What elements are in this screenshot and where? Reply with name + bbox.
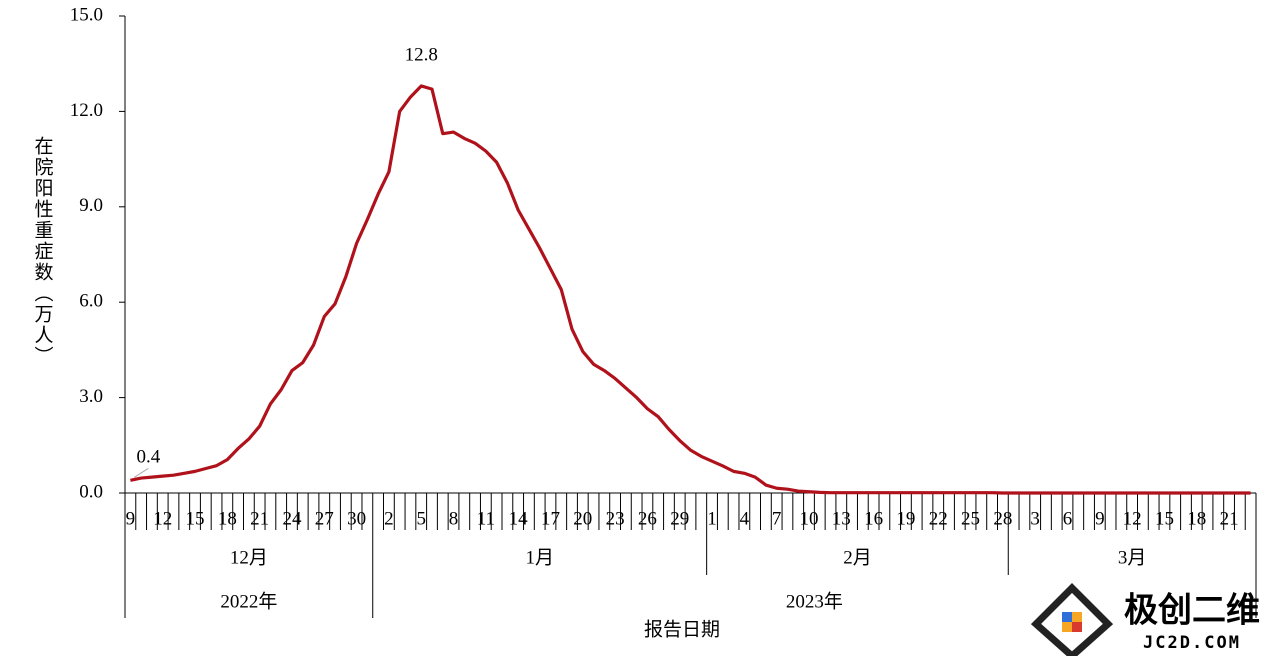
- month-label: 2月: [843, 547, 872, 568]
- x-tick-label: 15: [1155, 508, 1174, 529]
- x-tick-label: 5: [416, 508, 426, 529]
- x-tick-label: 21: [1220, 508, 1239, 529]
- watermark-cube: [1062, 612, 1072, 622]
- x-tick-label: 1: [707, 508, 717, 529]
- label-leader: [134, 467, 149, 478]
- x-tick-label: 8: [449, 508, 459, 529]
- x-tick-label: 9: [1095, 508, 1105, 529]
- x-tick-label: 21: [250, 508, 269, 529]
- x-tick-label: 13: [832, 508, 851, 529]
- x-tick-label: 4: [740, 508, 750, 529]
- watermark: 极创二维 JC2D.COM: [1030, 583, 1260, 656]
- x-tick-label: 14: [509, 508, 529, 529]
- data-label: 0.4: [137, 447, 161, 468]
- year-label: 2022年: [220, 590, 277, 612]
- x-tick-label: 19: [896, 508, 915, 529]
- x-tick-label: 20: [573, 508, 592, 529]
- x-tick-label: 7: [772, 508, 782, 529]
- y-tick-label: 3.0: [79, 386, 103, 407]
- x-tick-label: 18: [1187, 508, 1206, 529]
- x-tick-label: 6: [1063, 508, 1073, 529]
- x-tick-label: 25: [961, 508, 980, 529]
- x-tick-label: 10: [799, 508, 818, 529]
- x-tick-label: 28: [993, 508, 1012, 529]
- y-axis-title: 在院阳性重症数（万人）: [32, 136, 54, 367]
- x-tick-label: 2: [384, 508, 394, 529]
- x-tick-label: 18: [218, 508, 237, 529]
- y-tick-label: 0.0: [79, 481, 103, 502]
- x-tick-label: 12: [1123, 508, 1142, 529]
- x-tick-label: 27: [315, 508, 334, 529]
- x-tick-label: 16: [864, 508, 883, 529]
- watermark-name: 极创二维: [1124, 591, 1260, 631]
- watermark-site: JC2D.COM: [1143, 633, 1241, 653]
- month-label: 3月: [1118, 547, 1147, 568]
- y-tick-label: 15.0: [70, 4, 103, 25]
- x-tick-label: 29: [670, 508, 689, 529]
- x-tick-label: 15: [186, 508, 205, 529]
- month-label: 12月: [230, 547, 268, 568]
- x-tick-label: 26: [638, 508, 657, 529]
- x-tick-label: 24: [282, 508, 302, 529]
- x-tick-label: 3: [1030, 508, 1040, 529]
- watermark-logo: [1030, 583, 1114, 656]
- x-tick-label: 30: [347, 508, 366, 529]
- year-label: 2023年: [786, 590, 843, 612]
- watermark-cube: [1072, 622, 1082, 632]
- x-tick-label: 23: [606, 508, 625, 529]
- x-tick-label: 9: [126, 508, 136, 529]
- data-label: 12.8: [405, 44, 438, 65]
- x-tick-label: 22: [929, 508, 948, 529]
- y-tick-label: 12.0: [70, 100, 103, 121]
- y-tick-label: 6.0: [79, 291, 103, 312]
- line: [130, 84, 1251, 495]
- month-label: 1月: [525, 547, 554, 568]
- x-axis-title: 报告日期: [644, 618, 720, 640]
- x-tick-label: 12: [153, 508, 172, 529]
- x-tick-label: 11: [477, 508, 495, 529]
- y-tick-label: 9.0: [79, 195, 103, 216]
- x-tick-label: 17: [541, 508, 560, 529]
